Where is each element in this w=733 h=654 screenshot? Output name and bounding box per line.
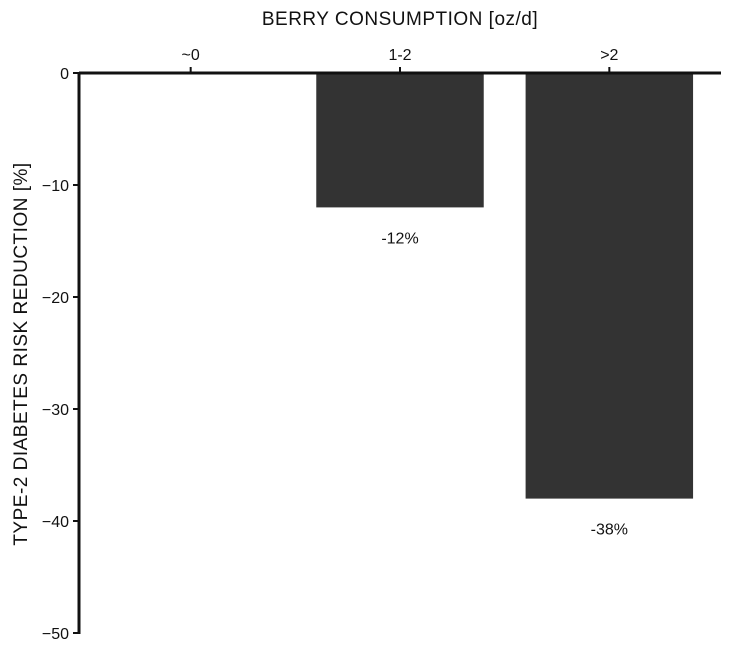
bar [316,73,484,208]
y-axis-title: TYPE-2 DIABETES RISK REDUCTION [%] [11,162,32,545]
bar-label-group: -12% -38% [381,230,628,538]
y-tick-label: 0 [60,66,69,83]
bar [525,73,694,499]
bar-group [316,73,694,499]
x-tick-label: >2 [600,47,618,64]
y-tick-label: −10 [42,178,69,195]
bar-value-label: -12% [381,230,418,247]
y-tick-label: −30 [42,402,69,419]
x-axis-title: BERRY CONSUMPTION [oz/d] [262,9,538,30]
x-tick-label: 1-2 [388,47,411,64]
x-tick-group: ~0 1-2 >2 [182,47,619,73]
x-tick-label: ~0 [182,47,200,64]
y-tick-label: −20 [42,290,69,307]
y-tick-label: −50 [42,626,69,643]
bar-value-label: -38% [591,522,628,539]
y-tick-label: −40 [42,514,69,531]
y-tick-group: 0 −10 −20 −30 −40 −50 [42,66,79,643]
